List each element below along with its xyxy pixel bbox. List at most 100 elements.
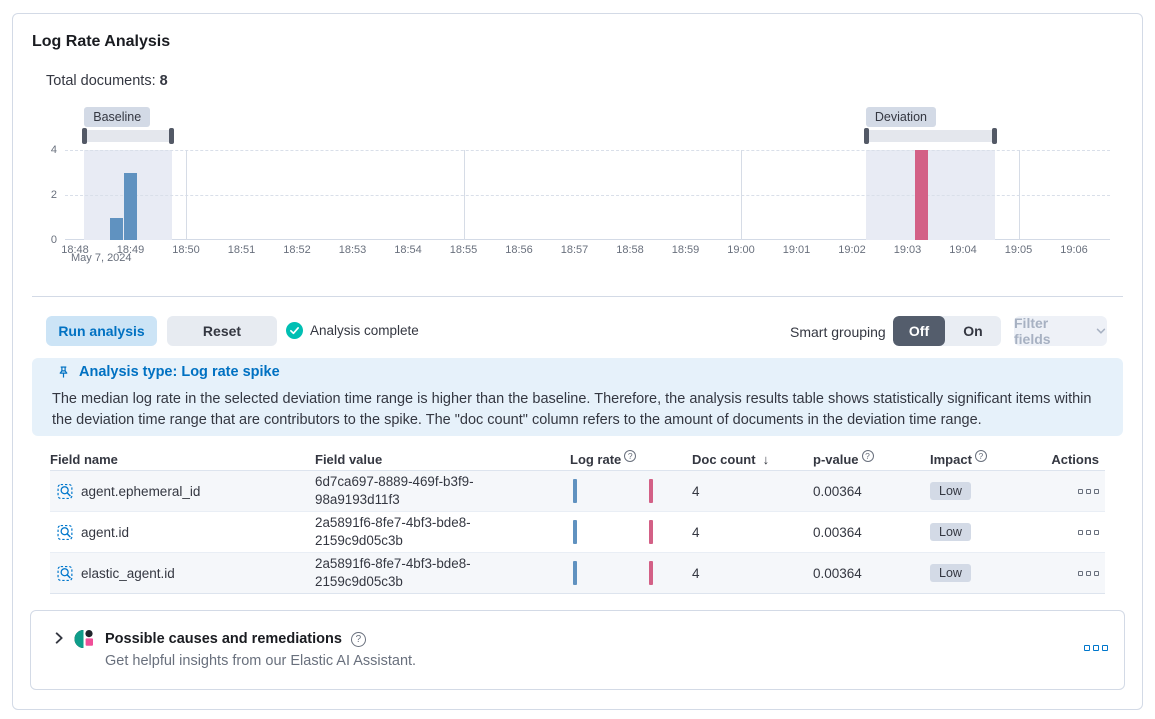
field-name-cell: agent.ephemeral_id xyxy=(50,483,315,500)
total-documents: Total documents: 8 xyxy=(46,73,168,89)
header-doc-count[interactable]: Doc count ↓ xyxy=(692,451,770,467)
x-tick-label: 18:57 xyxy=(560,244,589,256)
x-tick-label: 19:06 xyxy=(1060,244,1088,256)
x-tick-label: 18:48 xyxy=(61,244,89,256)
row-actions-menu-icon[interactable] xyxy=(1078,570,1099,576)
field-value: 2a5891f6-8fe7-4bf3-bde8-2159c9d05c3b xyxy=(315,515,471,548)
reset-button[interactable]: Reset xyxy=(167,316,277,346)
analysis-type-callout xyxy=(32,358,1123,436)
header-p-value[interactable]: p-value? xyxy=(813,450,930,467)
footer-actions-menu-icon[interactable] xyxy=(1084,645,1108,651)
x-tick-label: 18:50 xyxy=(172,244,200,256)
filter-field-icon[interactable] xyxy=(57,524,74,541)
x-tick-label: 19:03 xyxy=(893,244,922,256)
doc-count: 4 xyxy=(692,483,700,499)
chart-plot-area: 0 2 4 18:48 18:49 18:50 18:51 18:52 18:53 18:54 18… xyxy=(51,144,1110,256)
check-circle-icon xyxy=(286,322,303,339)
x-tick-label: 19:04 xyxy=(949,244,977,256)
baseline-bar xyxy=(124,172,137,240)
deviation-brush-left-handle[interactable] xyxy=(863,128,869,144)
x-axis-date-label: May 7, 2024 xyxy=(71,252,132,264)
gridline-x-18:50 xyxy=(186,150,187,240)
log-rate-deviation-bar xyxy=(649,520,653,544)
log-rate-minichart xyxy=(570,560,692,586)
log-rate-deviation-bar xyxy=(649,561,653,585)
elastic-ai-assistant-icon xyxy=(74,630,93,648)
callout-title-row: Analysis type: Log rate spike xyxy=(56,364,280,380)
baseline-brush[interactable] xyxy=(82,128,175,144)
p-value: 0.00364 xyxy=(813,565,862,581)
field-name: elastic_agent.id xyxy=(81,565,175,581)
deviation-brush-right-handle[interactable] xyxy=(992,128,998,144)
deviation-badge: Deviation xyxy=(865,107,936,127)
impact-info-icon[interactable]: ? xyxy=(974,450,987,462)
field-value: 2a5891f6-8fe7-4bf3-bde8-2159c9d05c3b xyxy=(315,556,471,589)
log-rate-deviation-bar xyxy=(649,479,653,503)
log-rate-info-icon[interactable]: ? xyxy=(624,450,637,462)
page-title: Log Rate Analysis xyxy=(32,33,171,50)
row-actions-menu-icon[interactable] xyxy=(1078,488,1099,494)
x-tick-label: 18:52 xyxy=(283,244,311,256)
baseline-brush-right-handle[interactable] xyxy=(169,128,175,144)
deviation-bar xyxy=(914,150,928,240)
y-tick-label: 2 xyxy=(50,189,57,201)
header-field-name: Field name xyxy=(50,451,118,467)
log-rate-baseline-bar xyxy=(573,561,577,585)
pin-icon xyxy=(59,365,68,378)
field-name-cell: agent.id xyxy=(50,524,315,541)
baseline-brush-left-handle[interactable] xyxy=(82,128,88,144)
analysis-status: Analysis complete xyxy=(286,322,419,339)
header-impact[interactable]: Impact? xyxy=(930,450,1030,467)
table-row: elastic_agent.id 2a5891f6-8fe7-4bf3-bde8-… xyxy=(50,552,1105,593)
x-tick-label: 18:58 xyxy=(616,244,644,256)
x-tick-label: 18:51 xyxy=(227,244,256,256)
field-name: agent.ephemeral_id xyxy=(81,483,201,499)
deviation-brush[interactable] xyxy=(863,128,998,144)
chevron-down-icon xyxy=(1096,328,1106,334)
log-rate-baseline-bar xyxy=(573,520,577,544)
log-rate-minichart xyxy=(570,478,692,504)
help-icon[interactable]: ? xyxy=(350,631,366,647)
x-tick-label: 18:53 xyxy=(338,244,367,256)
p-value: 0.00364 xyxy=(813,524,862,540)
gridline-x-18:55 xyxy=(463,150,465,240)
run-analysis-button[interactable]: Run analysis xyxy=(46,316,157,346)
analysis-status-text: Analysis complete xyxy=(310,323,419,338)
chevron-right-icon[interactable] xyxy=(52,631,66,645)
impact-badge: Low xyxy=(930,564,971,582)
table-row: agent.ephemeral_id 6d7ca697-8889-469f-b3f… xyxy=(50,470,1105,511)
impact-badge: Low xyxy=(930,482,971,500)
filter-field-icon[interactable] xyxy=(57,565,74,582)
header-log-rate[interactable]: Log rate? xyxy=(570,450,692,467)
filter-field-icon[interactable] xyxy=(57,483,74,500)
smart-grouping-toggle: Off On xyxy=(893,316,1001,346)
total-documents-value: 8 xyxy=(159,73,168,89)
sort-desc-icon: ↓ xyxy=(762,451,770,467)
callout-title: Analysis type: Log rate spike xyxy=(79,364,280,380)
possible-causes-panel[interactable] xyxy=(30,610,1125,690)
footer-title: Possible causes and remediations xyxy=(105,631,342,647)
gridline-y-4 xyxy=(65,150,1110,151)
row-actions-menu-icon[interactable] xyxy=(1078,529,1099,535)
gridline-y-2 xyxy=(65,195,1110,196)
x-tick-label: 18:54 xyxy=(394,244,422,256)
smart-grouping-on-button[interactable]: On xyxy=(963,323,983,339)
smart-grouping-off-button[interactable]: Off xyxy=(893,316,945,346)
section-divider xyxy=(32,296,1123,297)
x-tick-label: 18:55 xyxy=(449,244,478,256)
field-value: 6d7ca697-8889-469f-b3f9-98a9193d11f3 xyxy=(315,474,474,507)
field-name: agent.id xyxy=(81,524,130,540)
y-tick-label: 4 xyxy=(50,144,57,156)
y-tick-label: 0 xyxy=(50,234,57,246)
smart-grouping-label: Smart grouping xyxy=(790,324,886,340)
x-tick-label: 19:02 xyxy=(838,244,866,256)
p-value-info-icon[interactable]: ? xyxy=(861,450,874,462)
baseline-bar xyxy=(110,217,124,240)
baseline-badge: Baseline xyxy=(84,107,151,127)
filter-fields-button[interactable]: Filter fields xyxy=(1014,315,1107,347)
p-value: 0.00364 xyxy=(813,483,862,499)
footer-title-row[interactable]: Possible causes and remediations ? xyxy=(105,631,366,647)
table-row: agent.id 2a5891f6-8fe7-4bf3-bde8-2159c9d0… xyxy=(50,511,1105,552)
doc-count: 4 xyxy=(692,565,700,581)
x-tick-label: 19:05 xyxy=(1004,244,1033,256)
